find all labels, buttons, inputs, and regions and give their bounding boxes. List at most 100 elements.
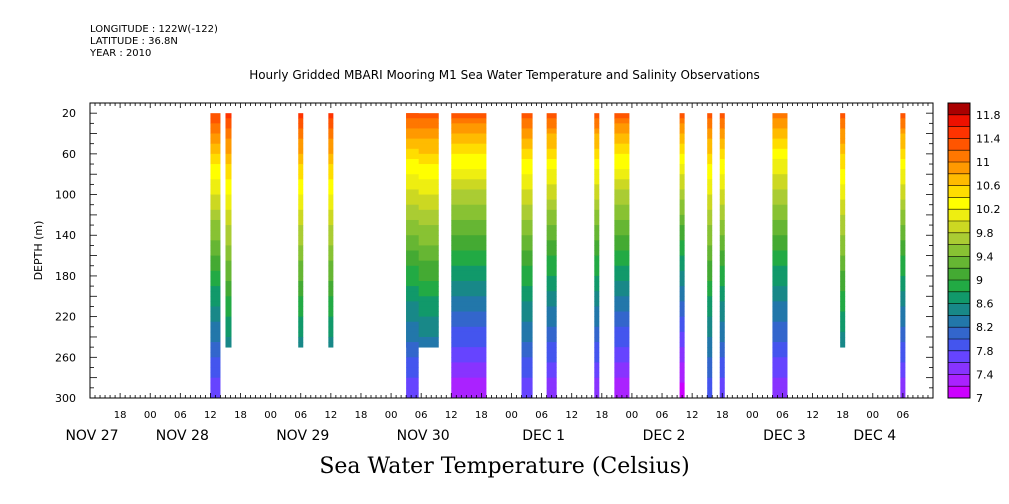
- data-cell: [679, 347, 685, 353]
- data-cell: [719, 347, 725, 353]
- data-cell: [210, 123, 221, 129]
- data-cell: [406, 336, 439, 343]
- data-cell: [546, 331, 557, 338]
- data-cell: [298, 128, 304, 134]
- data-cell: [900, 143, 906, 150]
- data-cell: [451, 235, 487, 241]
- data-cell: [406, 301, 439, 307]
- data-cell: [406, 326, 439, 333]
- x-tick-label: 18: [355, 410, 368, 421]
- data-cell: [679, 245, 685, 251]
- data-cell: [546, 128, 557, 134]
- data-cell: [707, 306, 713, 312]
- data-cell: [840, 342, 846, 348]
- data-cell: [521, 321, 533, 328]
- data-cell: [451, 387, 487, 394]
- data-cell: [451, 118, 487, 124]
- data-cell: [614, 189, 630, 195]
- data-cell: [406, 316, 439, 323]
- data-cell: [328, 270, 334, 277]
- data-cell: [406, 387, 419, 394]
- colorbar-label: 8.6: [976, 298, 994, 311]
- data-cell: [546, 296, 557, 302]
- data-cell: [707, 199, 713, 206]
- x-tick-label: 06: [415, 410, 428, 421]
- data-cell: [210, 118, 221, 124]
- data-cell: [225, 219, 232, 226]
- data-cell: [900, 260, 906, 267]
- data-cell: [707, 336, 713, 343]
- x-tick-label: 00: [385, 410, 398, 421]
- data-cell: [210, 164, 221, 170]
- data-cell: [521, 174, 533, 180]
- data-cell: [406, 128, 439, 134]
- data-cell: [298, 153, 304, 160]
- data-cell: [210, 306, 221, 312]
- data-cell: [406, 189, 439, 195]
- data-cell: [328, 138, 334, 145]
- data-cell: [546, 306, 557, 312]
- data-cell: [451, 255, 487, 262]
- data-cell: [614, 281, 630, 287]
- data-cell: [225, 118, 232, 124]
- data-cell: [707, 357, 713, 363]
- data-cell: [225, 311, 232, 318]
- data-cell: [546, 367, 557, 373]
- data-cell: [406, 306, 439, 312]
- data-cell: [451, 331, 487, 338]
- data-cell: [594, 219, 600, 226]
- x-date-label: DEC 4: [853, 428, 896, 444]
- data-cell: [406, 148, 419, 155]
- data-cell: [328, 113, 334, 119]
- data-cell: [298, 275, 304, 282]
- data-cell: [719, 235, 725, 241]
- data-cell: [614, 331, 630, 338]
- data-cell: [521, 214, 533, 221]
- data-cell: [546, 357, 557, 363]
- data-cell: [679, 362, 685, 368]
- data-cell: [298, 265, 304, 272]
- data-cell: [772, 214, 788, 221]
- metadata-block: LONGITUDE : 122W(-122) LATITUDE : 36.8N …: [90, 24, 218, 60]
- data-cell: [679, 306, 685, 312]
- data-cell: [210, 311, 221, 318]
- data-cell: [328, 336, 334, 343]
- colorbar-label: 9.8: [976, 227, 994, 240]
- data-cell: [328, 321, 334, 328]
- data-cell: [679, 382, 685, 389]
- data-cell: [719, 219, 725, 226]
- data-cell: [210, 219, 221, 226]
- data-cell: [900, 153, 906, 160]
- data-cell: [679, 260, 685, 267]
- data-cell: [594, 138, 600, 145]
- data-cell: [900, 240, 906, 246]
- data-cell: [679, 357, 685, 363]
- data-cell: [210, 316, 221, 323]
- y-tick-label: 140: [55, 229, 76, 242]
- data-cell: [406, 296, 419, 302]
- variable-label: Sea Water Temperature (Celsius): [319, 454, 690, 479]
- data-cell: [772, 377, 788, 384]
- data-cell: [451, 189, 487, 195]
- data-cell: [900, 336, 906, 343]
- data-cell: [594, 250, 600, 256]
- x-tick-label: 06: [897, 410, 910, 421]
- data-cell: [451, 372, 487, 379]
- y-tick-label: 100: [55, 189, 76, 202]
- data-cell: [546, 194, 557, 201]
- data-cell: [521, 209, 533, 216]
- data-cell: [614, 387, 630, 394]
- data-cell: [546, 362, 557, 368]
- data-cell: [546, 286, 557, 292]
- data-cell: [451, 326, 487, 333]
- data-cell: [406, 296, 439, 302]
- data-cell: [594, 255, 600, 262]
- data-cell: [679, 342, 685, 348]
- data-cell: [900, 275, 906, 282]
- data-cell: [225, 133, 232, 140]
- data-cell: [719, 133, 725, 140]
- data-cell: [451, 240, 487, 246]
- x-tick-label: 12: [204, 410, 217, 421]
- data-cell: [210, 326, 221, 333]
- data-cell: [707, 377, 713, 384]
